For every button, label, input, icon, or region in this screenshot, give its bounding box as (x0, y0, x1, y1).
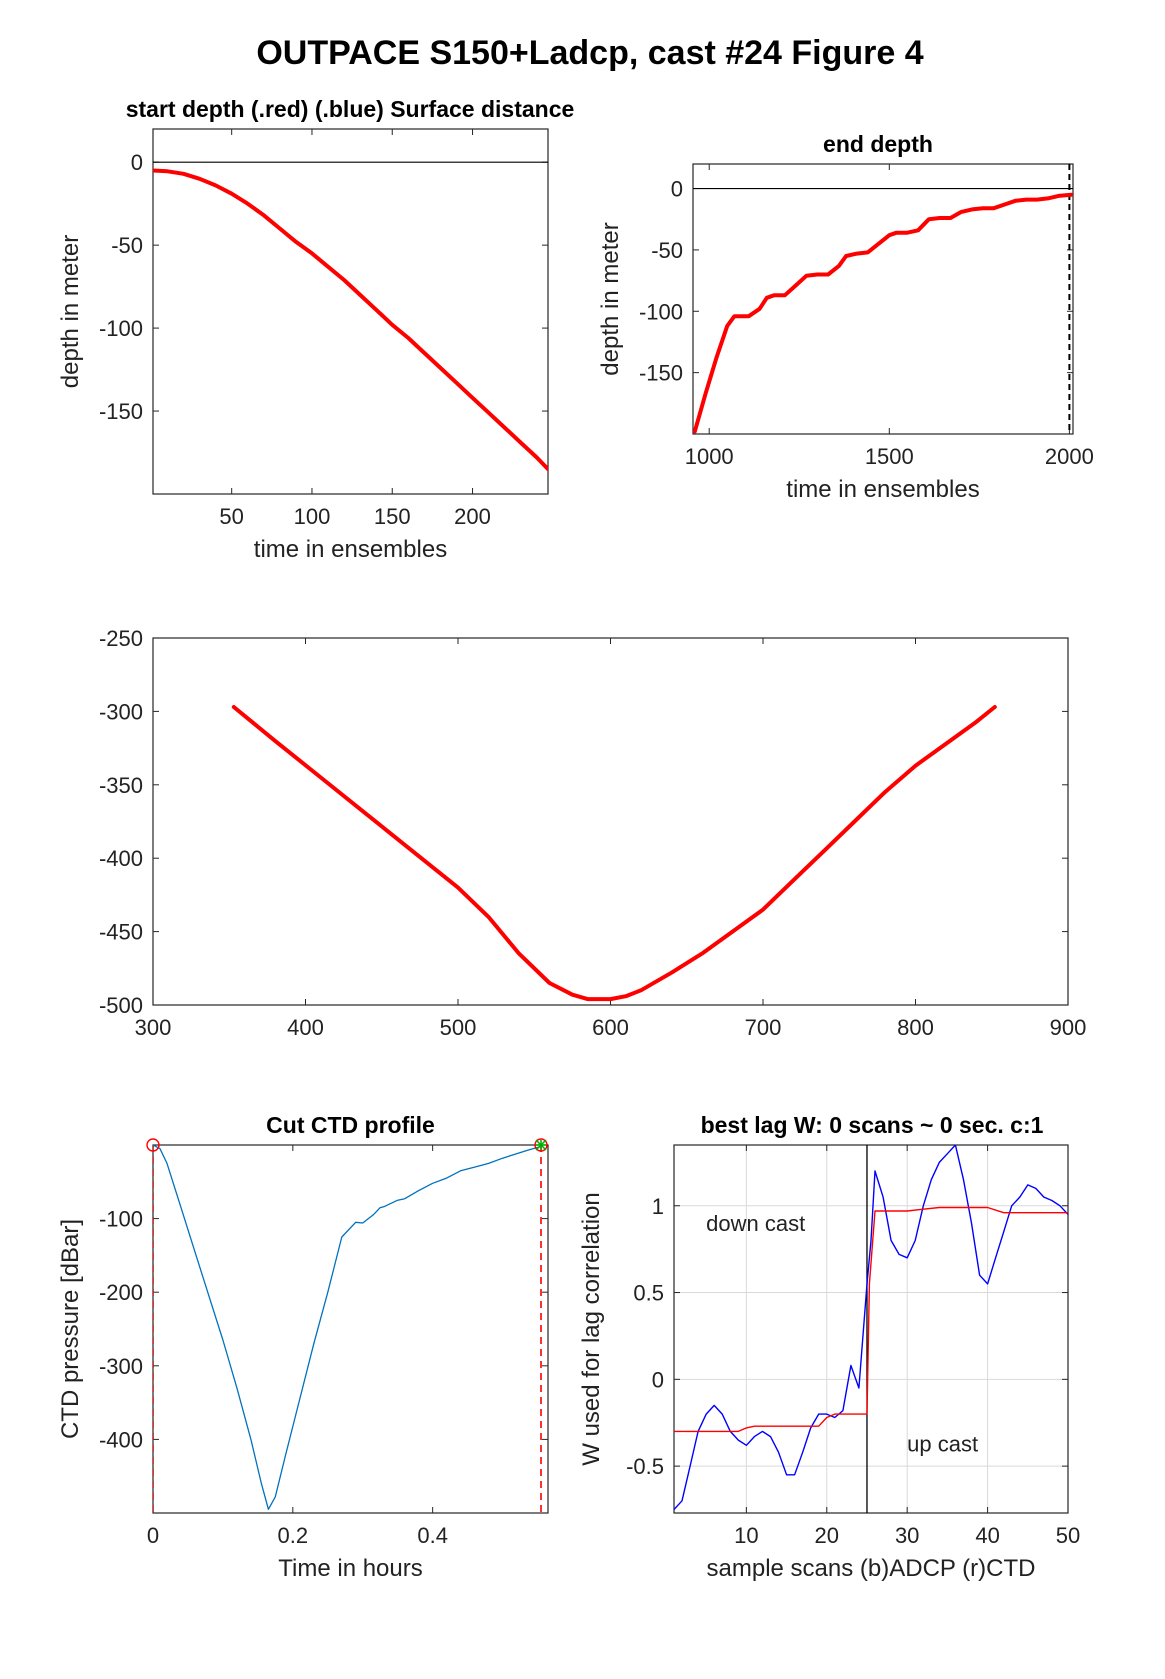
y-tick-label: 0 (131, 150, 143, 175)
x-tick-label: 50 (1056, 1523, 1080, 1548)
chart-title: end depth (823, 131, 933, 157)
y-axis-label: depth in meter (597, 222, 624, 375)
y-tick-label: -150 (639, 361, 683, 386)
x-tick-label: 400 (287, 1015, 324, 1040)
y-tick-label: -250 (99, 626, 143, 651)
x-tick-label: 50 (219, 504, 243, 529)
x-tick-label: 150 (374, 504, 411, 529)
chart-ctd: 0 0.2 0.4 -100 -200 -300 -400 Cut CTD profile Ti… (57, 1112, 549, 1582)
y-tick-label: 0 (652, 1367, 664, 1392)
chart-title: start depth (.red) (.blue) Surface dista… (126, 96, 575, 122)
x-tick-label: 40 (975, 1523, 999, 1548)
x-tick-label: 10 (734, 1523, 758, 1548)
y-tick-label: -500 (99, 993, 143, 1018)
star-stroke (535, 1139, 547, 1151)
plot-area (231, 705, 997, 1002)
x-tick-label: 1500 (865, 444, 914, 469)
y-tick-label: -100 (99, 1207, 143, 1232)
chart-title: best lag W: 0 scans ~ 0 sec. c:1 (701, 1112, 1044, 1138)
y-tick-label: 0.5 (633, 1281, 664, 1306)
y-tick-label: -150 (99, 399, 143, 424)
x-tick-label: 800 (897, 1015, 934, 1040)
series-line-0 (153, 1145, 542, 1510)
chart-start: 50 100 150 200 0 -50 -100 -150 start depth (.red… (57, 96, 574, 563)
marker-star (535, 1139, 547, 1151)
y-axis-label: W used for lag correlation (578, 1192, 605, 1465)
axes-box (152, 1144, 549, 1514)
x-tick-label: 200 (454, 504, 491, 529)
y-tick-label: 1 (652, 1194, 664, 1219)
axes-box (673, 1144, 1069, 1514)
y-tick-label: -450 (99, 920, 143, 945)
marker-circle (146, 1138, 160, 1152)
x-tick-label: 900 (1050, 1015, 1087, 1040)
x-axis-label: time in ensembles (254, 536, 447, 563)
figure-title: OUTPACE S150+Ladcp, cast #24 Figure 4 (256, 34, 923, 72)
y-tick-label: 0 (671, 177, 683, 202)
y-tick-label: -50 (651, 238, 683, 263)
axes-box (152, 637, 1069, 1006)
x-axis-label: Time in hours (278, 1555, 423, 1582)
axes-box (152, 128, 549, 495)
plot-area (674, 1145, 1068, 1513)
x-tick-label: 700 (745, 1015, 782, 1040)
y-tick-label: -200 (99, 1280, 143, 1305)
x-tick-label: 1000 (685, 444, 734, 469)
annotation-text: up cast (907, 1432, 978, 1457)
x-tick-label: 100 (294, 504, 331, 529)
y-tick-label: -100 (99, 316, 143, 341)
chart-end: 1000 1500 2000 0 -50 -100 -150 end depth time in… (597, 131, 1094, 503)
y-axis-label: depth in meter (57, 235, 84, 388)
chart-lag: 10 20 30 40 50 -0.5 0 0.5 1 down cast up cast best … (578, 1112, 1080, 1582)
chart-mid: 300 400 500 600 700 800 900 -250 -300 -350 -400 -45… (99, 626, 1086, 1040)
x-tick-label: 500 (440, 1015, 477, 1040)
series-line-0 (153, 168, 548, 472)
x-tick-label: 0 (147, 1523, 159, 1548)
x-axis-label: sample scans (b)ADCP (r)CTD (707, 1555, 1036, 1582)
x-tick-label: 2000 (1045, 444, 1094, 469)
marker-circle (534, 1138, 548, 1152)
x-tick-label: 20 (815, 1523, 839, 1548)
series-line-0 (674, 1145, 1068, 1511)
series-line-0 (693, 192, 1073, 434)
series-line-0 (231, 705, 997, 1002)
x-axis-label: time in ensembles (786, 476, 979, 503)
plot-area (153, 1145, 542, 1513)
x-tick-label: 300 (135, 1015, 172, 1040)
x-tick-label: 600 (592, 1015, 629, 1040)
series-line-1 (674, 1206, 1068, 1433)
axes-box (692, 163, 1074, 435)
y-tick-label: -400 (99, 1427, 143, 1452)
x-tick-label: 0.2 (278, 1523, 309, 1548)
annotation-text: down cast (706, 1211, 805, 1236)
plot-area (693, 164, 1073, 434)
y-tick-label: -400 (99, 846, 143, 871)
y-tick-label: -50 (111, 233, 143, 258)
y-tick-label: -100 (639, 299, 683, 324)
x-tick-label: 30 (895, 1523, 919, 1548)
y-tick-label: -300 (99, 1354, 143, 1379)
y-axis-label: CTD pressure [dBar] (57, 1219, 84, 1439)
plot-area (153, 161, 548, 472)
y-tick-label: -0.5 (626, 1454, 664, 1479)
y-tick-label: -300 (99, 699, 143, 724)
x-tick-label: 0.4 (417, 1523, 448, 1548)
y-tick-label: -350 (99, 773, 143, 798)
chart-title: Cut CTD profile (266, 1112, 435, 1138)
